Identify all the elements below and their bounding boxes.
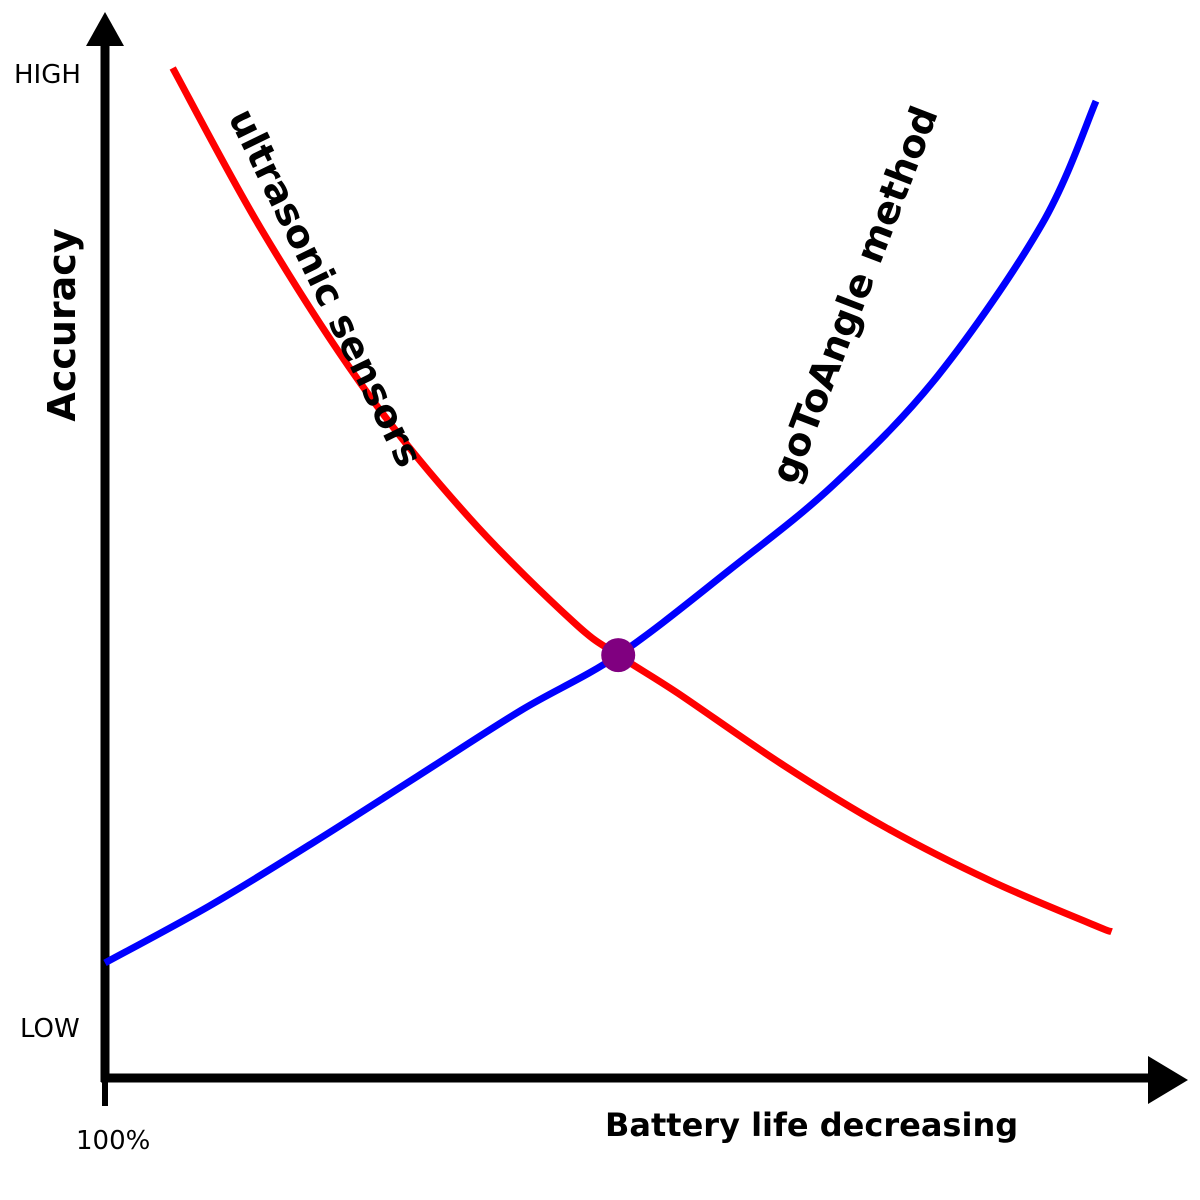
y-axis-arrow (86, 12, 124, 46)
intersection-point (601, 638, 636, 673)
series-line-gotoangle-method (103, 99, 1100, 966)
y-axis-title: Accuracy (40, 228, 84, 421)
y-tick-low: LOW (20, 1014, 80, 1044)
x-axis-title: Battery life decreasing (605, 1106, 1018, 1144)
x-tick-100-percent: 100% (76, 1126, 150, 1156)
y-tick-high: HIGH (14, 60, 81, 90)
series-label-ultrasonic-sensors: ultrasonic sensors (220, 102, 432, 474)
series-line-ultrasonic-sensors (169, 66, 1113, 936)
series-label-gotoangle-method: goToAngle method (762, 100, 946, 489)
series-layer (103, 66, 1113, 966)
x-axis-arrow (1148, 1056, 1188, 1104)
